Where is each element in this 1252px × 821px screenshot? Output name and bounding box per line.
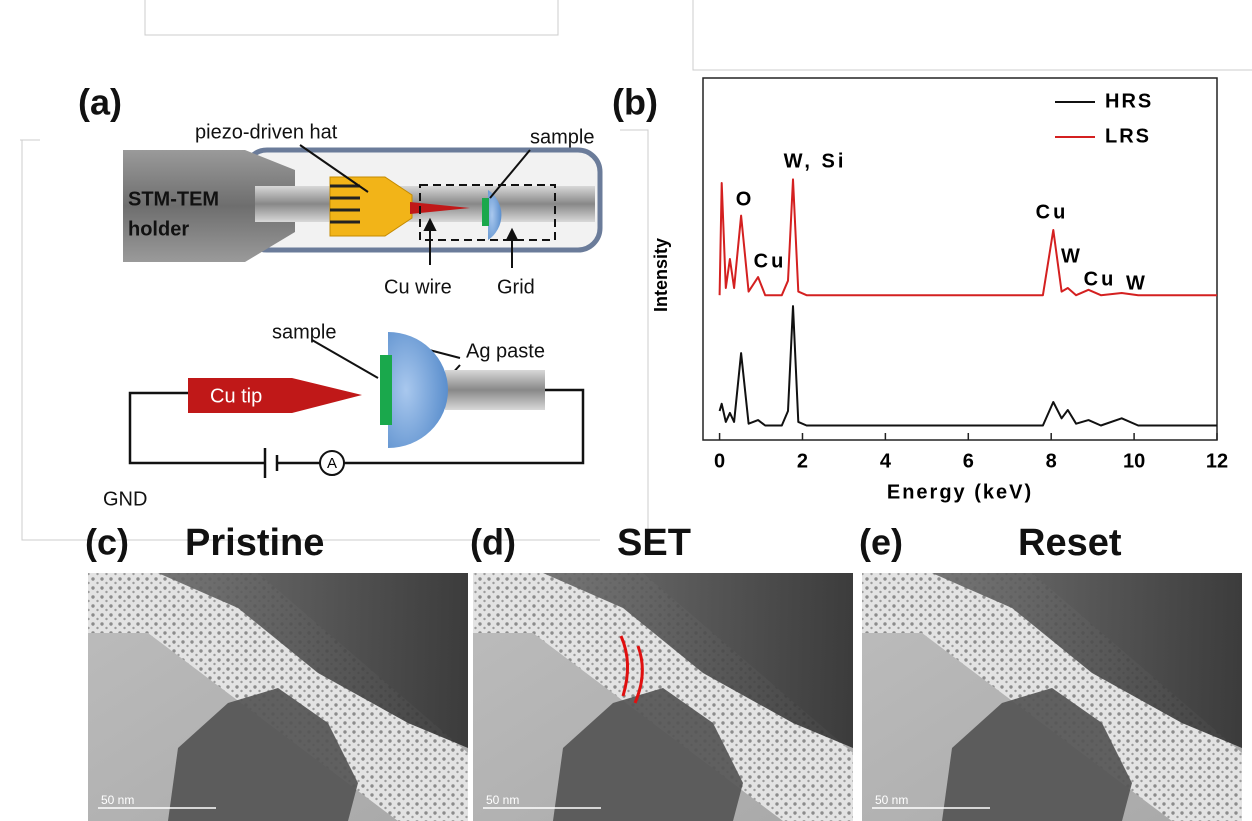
- x-tick-label: 6: [963, 450, 974, 472]
- panel-label: (b): [612, 82, 658, 123]
- label-gnd: GND: [103, 488, 147, 510]
- x-tick-label: 2: [797, 450, 808, 472]
- legend-label: HRS: [1105, 90, 1153, 112]
- label-piezo: piezo-driven hat: [195, 121, 338, 143]
- x-axis-label: Energy (keV): [887, 481, 1033, 503]
- label-sample: sample: [530, 126, 594, 148]
- peak-label: Cu: [1036, 201, 1069, 223]
- peak-label: Cu: [1084, 268, 1117, 290]
- peak-label: W, Si: [784, 150, 847, 172]
- x-tick-label: 0: [714, 450, 725, 472]
- panel-label: (a): [78, 82, 122, 123]
- label-cu-wire: Cu wire: [384, 276, 452, 298]
- panel-title: SET: [617, 522, 691, 564]
- spectrum-line: [720, 306, 1217, 425]
- label-ag-paste: Ag paste: [466, 340, 545, 362]
- rod: [445, 370, 545, 410]
- x-tick-label: 8: [1046, 450, 1057, 472]
- panel-title: Pristine: [185, 522, 324, 564]
- x-tick-label: 10: [1123, 450, 1145, 472]
- sample: [380, 355, 392, 425]
- label-grid: Grid: [497, 276, 535, 298]
- panel-a: (a) piezo-driven hat sample STM-TEM hold…: [78, 82, 600, 511]
- scale-bar-label: 50 nm: [486, 793, 519, 807]
- panel-label: (d): [470, 522, 516, 563]
- sample: [482, 198, 489, 226]
- tem-image: 50 nm: [88, 573, 468, 821]
- peak-label: W: [1061, 245, 1083, 267]
- grid-holder: [388, 332, 448, 448]
- tem-image: 50 nm: [473, 573, 853, 821]
- tem-image: 50 nm: [862, 573, 1242, 821]
- label-cu-tip: Cu tip: [210, 385, 262, 407]
- x-tick-label: 4: [880, 450, 892, 472]
- scale-bar-label: 50 nm: [875, 793, 908, 807]
- panel-title: Reset: [1018, 522, 1122, 564]
- label-holder: STM-TEM: [128, 188, 219, 210]
- x-tick-label: 12: [1206, 450, 1228, 472]
- label-holder: holder: [128, 218, 189, 240]
- label-ammeter: A: [327, 455, 337, 472]
- tem-panels: (c) Pristine 50 nm (d) SET 50 nm (e) Reset 50 nm: [85, 522, 1242, 821]
- peak-label: W: [1126, 272, 1148, 294]
- label-sample: sample: [272, 321, 336, 343]
- peak-label: Cu: [754, 250, 787, 272]
- panel-b: (b) Energy (keV) Intensity 0 2 4 6 8 10 12 HRS L…: [612, 78, 1228, 503]
- legend-label: LRS: [1105, 125, 1151, 147]
- figure: (a) piezo-driven hat sample STM-TEM hold…: [0, 0, 1252, 821]
- scale-bar-label: 50 nm: [101, 793, 134, 807]
- panel-label: (e): [859, 522, 903, 563]
- peak-label: O: [736, 188, 755, 210]
- y-axis-label: Intensity: [651, 238, 671, 312]
- panel-label: (c): [85, 522, 129, 563]
